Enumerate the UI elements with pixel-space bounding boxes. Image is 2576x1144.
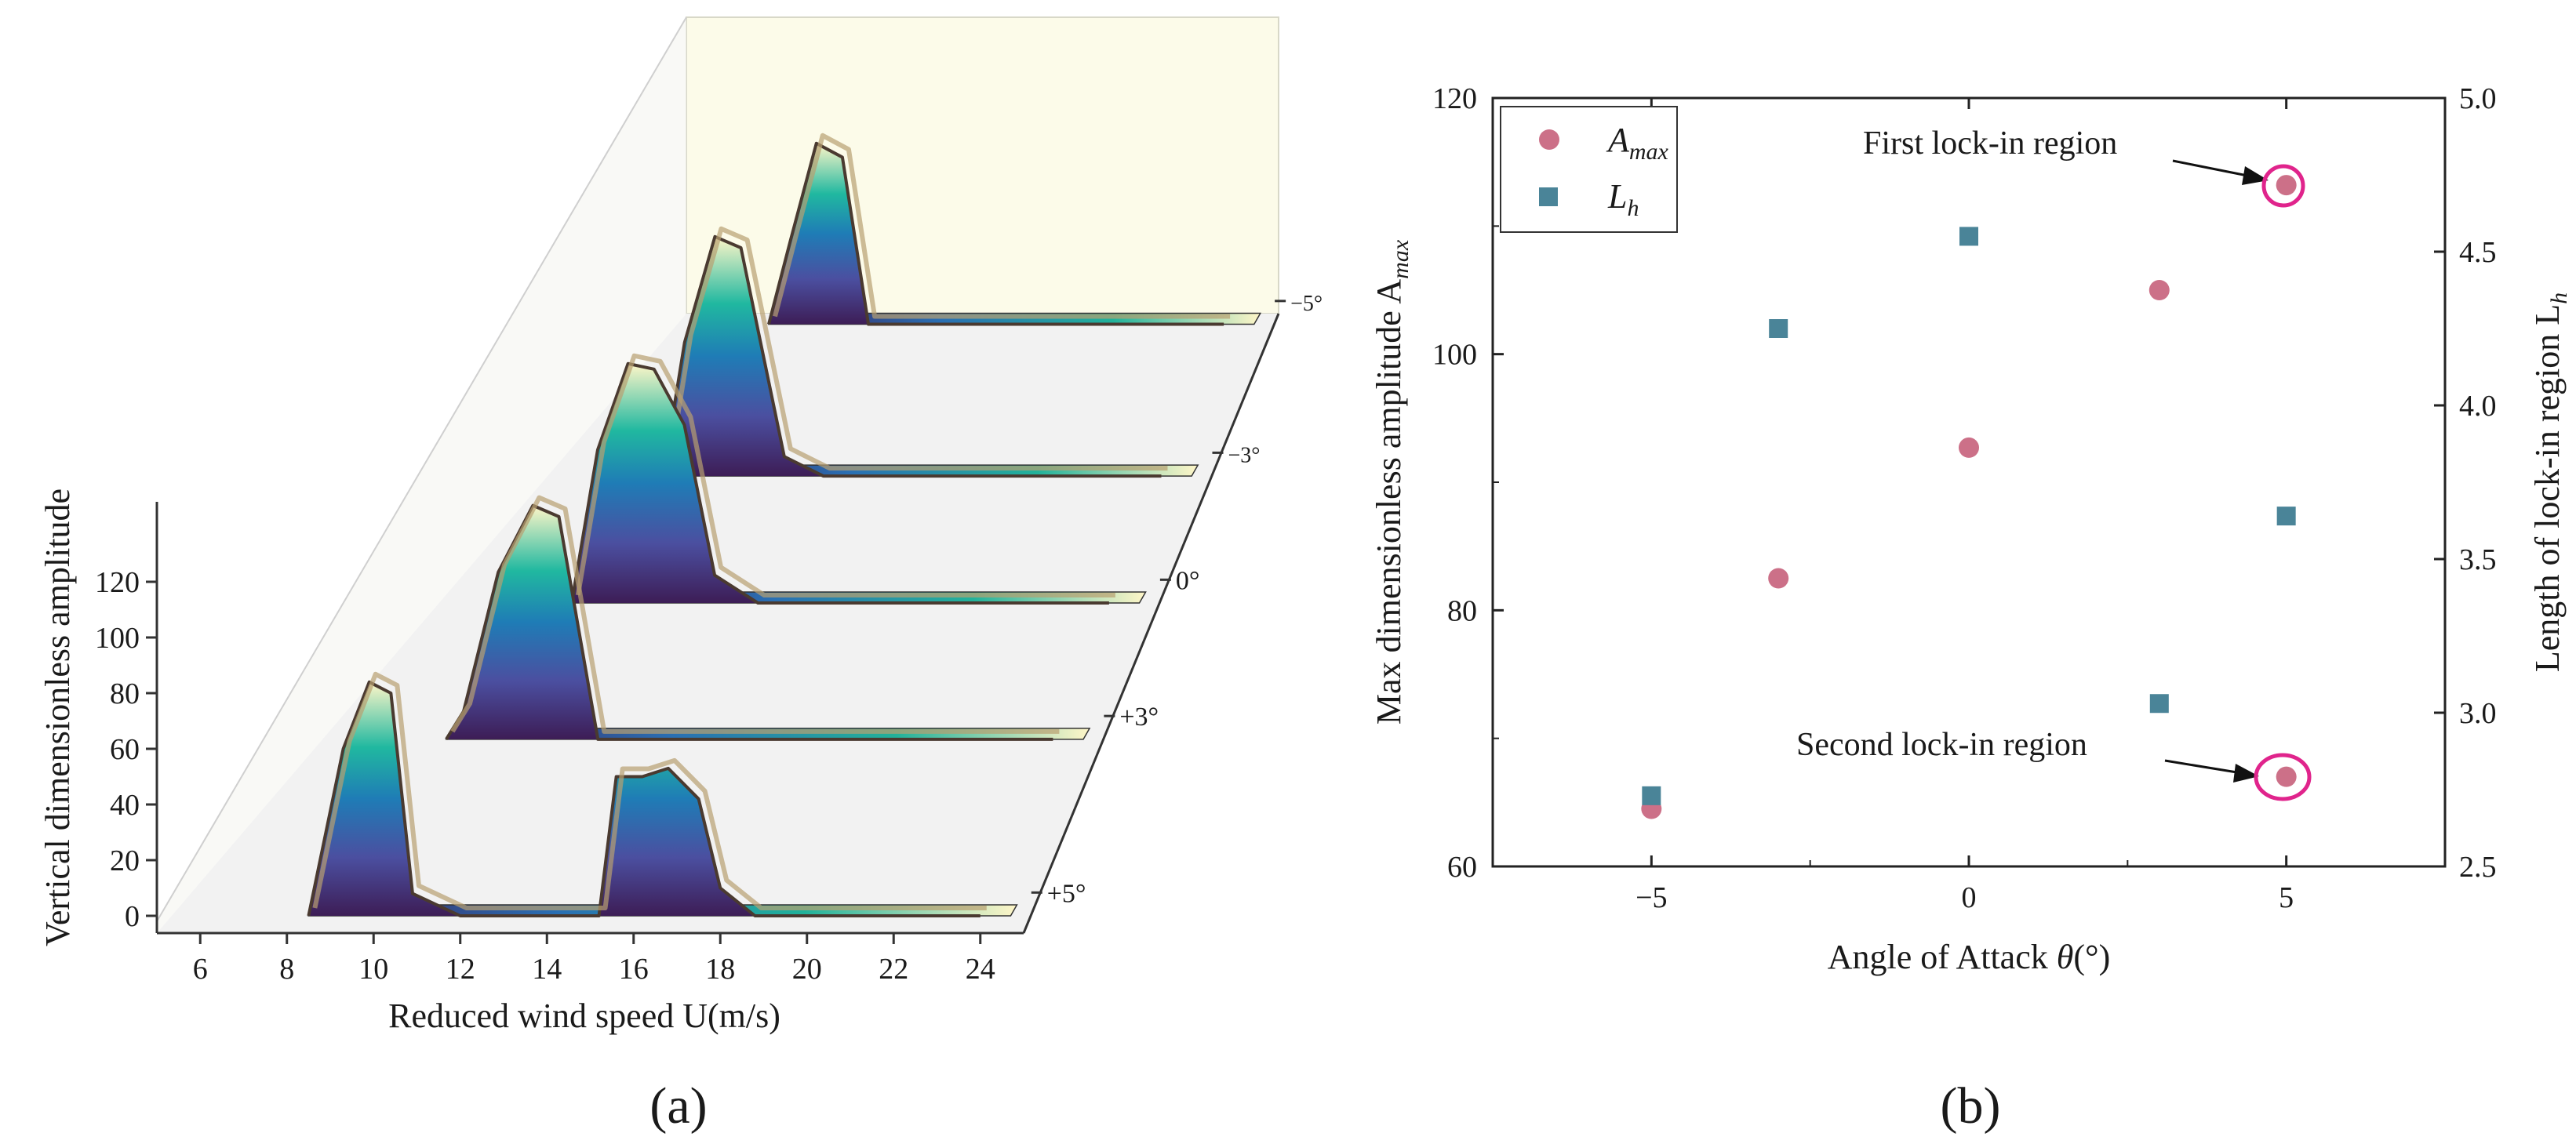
x-axis-title: Reduced wind speed U(m/s)	[388, 997, 780, 1035]
x-tick-label: −5	[1635, 881, 1667, 914]
series-top-edge	[773, 133, 1231, 319]
series-outline	[661, 234, 1162, 478]
legend-label-lh: Lh	[1607, 177, 1639, 221]
lanes-layer	[307, 133, 1262, 917]
y-axis-title-left: Max dimensionless amplitude Amax	[1370, 239, 1414, 725]
y-left-tick-label: 120	[1432, 82, 1477, 115]
y-axis-title: Vertical dimensionless amplitude	[38, 488, 77, 946]
point-lh	[1769, 319, 1788, 338]
y-right-tick-label: 2.5	[2459, 851, 2497, 884]
legend-box	[1500, 106, 1678, 233]
y-ticks: 0 20 40 60 80 100 120	[95, 566, 157, 933]
y-right-tick-label: 3.5	[2459, 543, 2497, 576]
point-lh	[2149, 694, 2169, 714]
y-right-tick-label: 5.0	[2459, 82, 2497, 115]
data-points	[1641, 175, 2297, 819]
y-right-tick-label: 4.0	[2459, 390, 2497, 423]
x-tick-label: 16	[619, 953, 649, 986]
x-ticks: 6 8 10 12 14 16 18 20 22 24	[193, 933, 995, 986]
depth-tick-label: +3°	[1119, 703, 1159, 732]
series-top-edge	[450, 495, 1060, 734]
series-outline	[767, 141, 1224, 326]
y-tick-label: 100	[95, 622, 140, 655]
annotation-second-lockin: Second lock-in region	[1796, 727, 2312, 801]
annotation-second-arrowhead	[2233, 764, 2259, 783]
x-axis-title-b: Angle of Attack θ(°)	[1828, 938, 2111, 976]
back-wall	[686, 16, 1279, 314]
depth-tick-label: −3°	[1228, 443, 1261, 467]
x-tick-label: 10	[358, 953, 388, 986]
series-top-edge	[667, 226, 1168, 471]
y-left-tick-label: 100	[1432, 339, 1477, 372]
y-tick-label: 20	[110, 844, 140, 877]
x-tick-label: 8	[279, 953, 294, 986]
side-wall	[157, 17, 686, 933]
panel-b-scatter-chart: −5 0 5 60 80 100 120 2.5 3.0 3.5 4.0 4.5 5.0 Amax Lh…	[1370, 82, 2572, 1135]
series-top-edge	[312, 671, 987, 910]
series-area	[446, 505, 1053, 739]
panel-a-3d-chart: 0 20 40 60 80 100 120 6 8 10 12 14 16 18 20 22 24 +5° +3…	[38, 16, 1323, 1135]
x-tick-label: 5	[2279, 881, 2294, 914]
point-amax	[1959, 437, 1979, 458]
y-tick-label: 40	[110, 789, 140, 822]
x-tick-label: 0	[1962, 881, 1977, 914]
y-left-tick-label: 60	[1447, 851, 1477, 884]
annotation-first-text: First lock-in region	[1863, 125, 2117, 162]
axis-ticks: −5 0 5 60 80 100 120 2.5 3.0 3.5 4.0 4.5 5.0	[1432, 82, 2497, 914]
point-amax	[1768, 568, 1789, 589]
point-lh	[1959, 227, 1978, 246]
x-tick-label: 20	[792, 953, 822, 986]
point-amax	[2276, 766, 2297, 787]
legend: Amax Lh	[1500, 106, 1678, 233]
x-tick-label: 24	[966, 953, 995, 986]
x-tick-label: 18	[705, 953, 735, 986]
x-tick-label: 12	[446, 953, 475, 986]
annotation-first-circle	[2261, 164, 2305, 208]
annotation-first-arrowhead	[2242, 166, 2269, 185]
x-tick-label: 6	[193, 953, 208, 986]
y-axis-title-right: Length of lock-in region Lh	[2528, 292, 2572, 672]
series-top-edge	[575, 353, 1115, 598]
x-tick-label: 22	[879, 953, 908, 986]
legend-marker-amax	[1539, 129, 1559, 150]
depth-tick-label: 0°	[1176, 566, 1200, 595]
point-amax	[2148, 280, 2170, 300]
depth-axis-line	[1022, 313, 1280, 934]
x-axis-title-theta: θ	[2057, 938, 2074, 976]
series-lane	[767, 133, 1262, 326]
annotation-first-lockin: First lock-in region	[1863, 125, 2305, 208]
y-tick-label: 80	[110, 677, 140, 710]
point-amax	[2276, 175, 2297, 196]
legend-marker-lh	[1539, 187, 1558, 206]
panel-a-label: (a)	[649, 1077, 707, 1135]
legend-label-amax: Amax	[1606, 121, 1669, 165]
y-right-tick-label: 3.0	[2459, 697, 2497, 730]
series-outline	[569, 361, 1109, 605]
series-lane	[569, 353, 1147, 605]
series-area	[571, 363, 1109, 604]
point-lh	[2276, 507, 2296, 526]
y-tick-label: 0	[125, 900, 140, 933]
series-area	[308, 681, 981, 916]
depth-tick-label: −5°	[1290, 292, 1323, 316]
y-right-tick-label: 4.5	[2459, 236, 2497, 269]
series-lane	[307, 671, 1018, 917]
y-left-tick-label: 80	[1447, 594, 1477, 627]
x-axis-title-text: Angle of Attack	[1828, 938, 2057, 976]
y-tick-label: 120	[95, 566, 140, 599]
panel-b-label: (b)	[1941, 1077, 2001, 1135]
depth-tick-label: +5°	[1047, 879, 1086, 908]
x-tick-label: 14	[532, 953, 562, 986]
series-lane	[445, 495, 1091, 741]
annotation-second-circle	[2254, 753, 2312, 801]
depth-ticks: +5° +3° 0° −3° −5°	[1031, 292, 1323, 908]
wall-edge	[156, 16, 687, 922]
point-lh	[1642, 786, 1661, 805]
annotation-second-text: Second lock-in region	[1796, 727, 2087, 763]
y-tick-label: 60	[110, 733, 140, 766]
x-axis-title-unit: (°)	[2073, 938, 2110, 976]
